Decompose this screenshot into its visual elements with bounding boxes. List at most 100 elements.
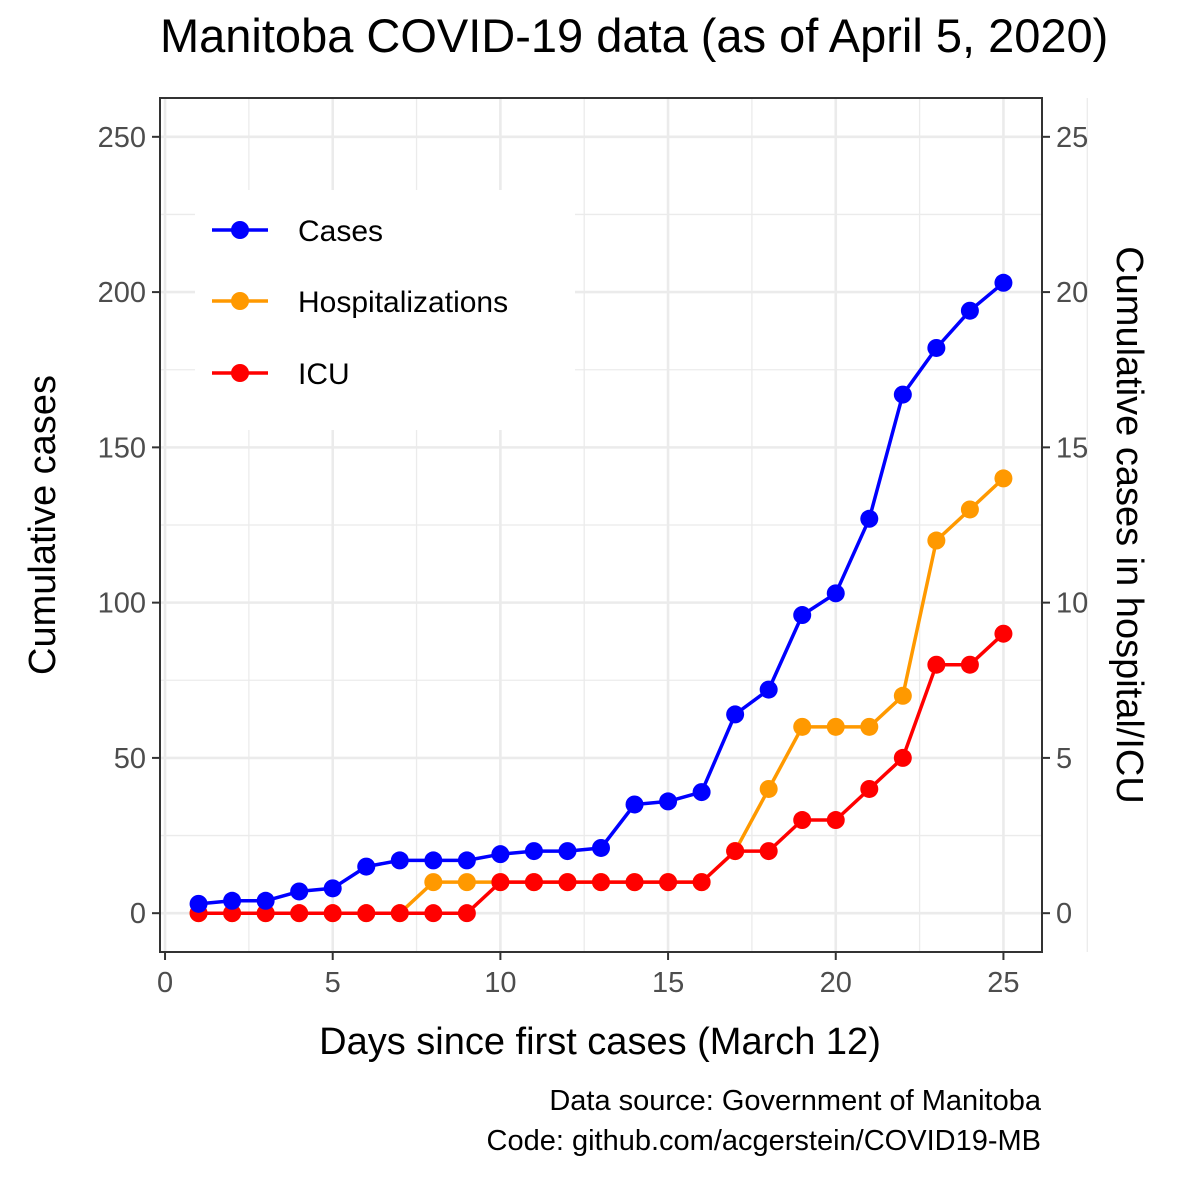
x-tick-label: 0 <box>157 967 173 999</box>
grid-lines <box>160 98 1088 952</box>
data-point-cases <box>189 894 208 913</box>
legend-label: ICU <box>298 358 350 391</box>
data-point-icu <box>625 873 644 892</box>
data-point-cases <box>692 783 711 802</box>
data-point-icu <box>290 904 309 923</box>
data-point-icu <box>659 873 678 892</box>
data-point-hospitalizations <box>860 717 879 736</box>
y-tick-label: 0 <box>130 898 146 930</box>
caption-code-link: Code: github.com/acgerstein/COVID19-MB <box>487 1125 1041 1157</box>
data-point-icu <box>223 904 242 923</box>
data-point-cases <box>323 879 342 898</box>
data-point-icu <box>759 842 778 861</box>
y-right-tick-label: 0 <box>1056 898 1072 930</box>
y-tick-label: 150 <box>98 432 146 464</box>
data-point-hospitalizations <box>826 717 845 736</box>
data-point-hospitalizations <box>893 686 912 705</box>
data-point-cases <box>524 842 543 861</box>
y-axis-title-right: Cumulative cases in hospital/ICU <box>1108 246 1150 804</box>
data-point-icu <box>256 904 275 923</box>
data-point-icu <box>491 873 510 892</box>
data-point-cases <box>390 851 409 870</box>
data-point-cases <box>927 338 946 357</box>
data-point-cases <box>558 842 577 861</box>
data-point-icu <box>524 873 543 892</box>
legend: Cases Hospitalizations ICU <box>195 190 575 430</box>
series-layer <box>189 273 1013 923</box>
data-point-icu <box>390 904 409 923</box>
y-right-tick-label: 25 <box>1056 122 1088 154</box>
data-point-icu <box>726 842 745 861</box>
y-tick-label: 100 <box>98 588 146 620</box>
data-point-icu <box>994 624 1013 643</box>
y-right-tick-label: 20 <box>1056 277 1088 309</box>
series-line-icu <box>198 632 1005 915</box>
data-point-cases <box>793 606 812 625</box>
chart-title: Manitoba COVID-19 data (as of April 5, 2… <box>160 9 1108 62</box>
data-point-cases <box>759 680 778 699</box>
data-point-hospitalizations <box>793 717 812 736</box>
data-point-cases <box>223 891 242 910</box>
data-point-cases <box>592 838 610 857</box>
legend-item-hospitalizations: Hospitalizations <box>212 286 508 319</box>
x-tick-label: 25 <box>987 967 1019 999</box>
data-point-icu <box>592 873 610 892</box>
data-point-cases <box>960 301 979 320</box>
data-point-hospitalizations <box>960 500 979 519</box>
data-point-cases <box>893 385 912 404</box>
y-right-tick-label: 5 <box>1056 743 1072 775</box>
panel-border <box>159 97 1043 953</box>
x-tick-label: 10 <box>484 967 516 999</box>
y-tick-label: 50 <box>114 743 146 775</box>
legend-key-point <box>231 221 249 239</box>
data-point-icu <box>457 904 476 923</box>
data-point-icu <box>793 811 812 830</box>
data-point-icu <box>692 873 711 892</box>
data-point-hospitalizations <box>457 873 476 892</box>
y-axis-title: Cumulative cases <box>22 375 64 675</box>
data-point-icu <box>357 904 376 923</box>
data-point-icu <box>558 873 577 892</box>
series-icu <box>189 624 1013 923</box>
data-point-cases <box>357 857 376 876</box>
data-point-icu <box>424 904 443 923</box>
data-point-icu <box>323 904 342 923</box>
legend-key-point <box>231 292 249 310</box>
data-point-cases <box>659 792 678 811</box>
data-point-cases <box>726 705 745 724</box>
caption-data-source: Data source: Government of Manitoba <box>549 1085 1042 1117</box>
data-point-cases <box>256 891 275 910</box>
data-point-cases <box>457 851 476 870</box>
data-point-cases <box>491 845 510 864</box>
y-right-tick-label: 15 <box>1056 432 1088 464</box>
data-point-icu <box>927 655 946 674</box>
data-point-icu <box>960 655 979 674</box>
y-tick-label: 250 <box>98 122 146 154</box>
data-point-icu <box>826 811 845 830</box>
legend-key-point <box>231 364 249 382</box>
legend-label: Cases <box>298 215 383 248</box>
y-right-tick-label: 10 <box>1056 588 1088 620</box>
y-tick-label: 200 <box>98 277 146 309</box>
x-tick-label: 20 <box>820 967 852 999</box>
x-axis-title: Days since first cases (March 12) <box>319 1021 881 1063</box>
data-point-hospitalizations <box>927 531 946 550</box>
data-point-cases <box>860 509 879 528</box>
data-point-cases <box>290 882 309 901</box>
data-point-icu <box>893 748 912 767</box>
data-point-hospitalizations <box>759 779 778 798</box>
legend-item-cases: Cases <box>212 215 383 248</box>
legend-label: Hospitalizations <box>298 286 508 319</box>
x-tick-label: 5 <box>325 967 341 999</box>
data-point-hospitalizations <box>994 469 1013 488</box>
legend-item-icu: ICU <box>212 358 350 391</box>
data-point-hospitalizations <box>424 873 443 892</box>
series-cases <box>189 273 1013 913</box>
data-point-cases <box>424 851 443 870</box>
data-point-cases <box>826 584 845 603</box>
data-point-icu <box>860 779 879 798</box>
x-tick-label: 15 <box>652 967 684 999</box>
